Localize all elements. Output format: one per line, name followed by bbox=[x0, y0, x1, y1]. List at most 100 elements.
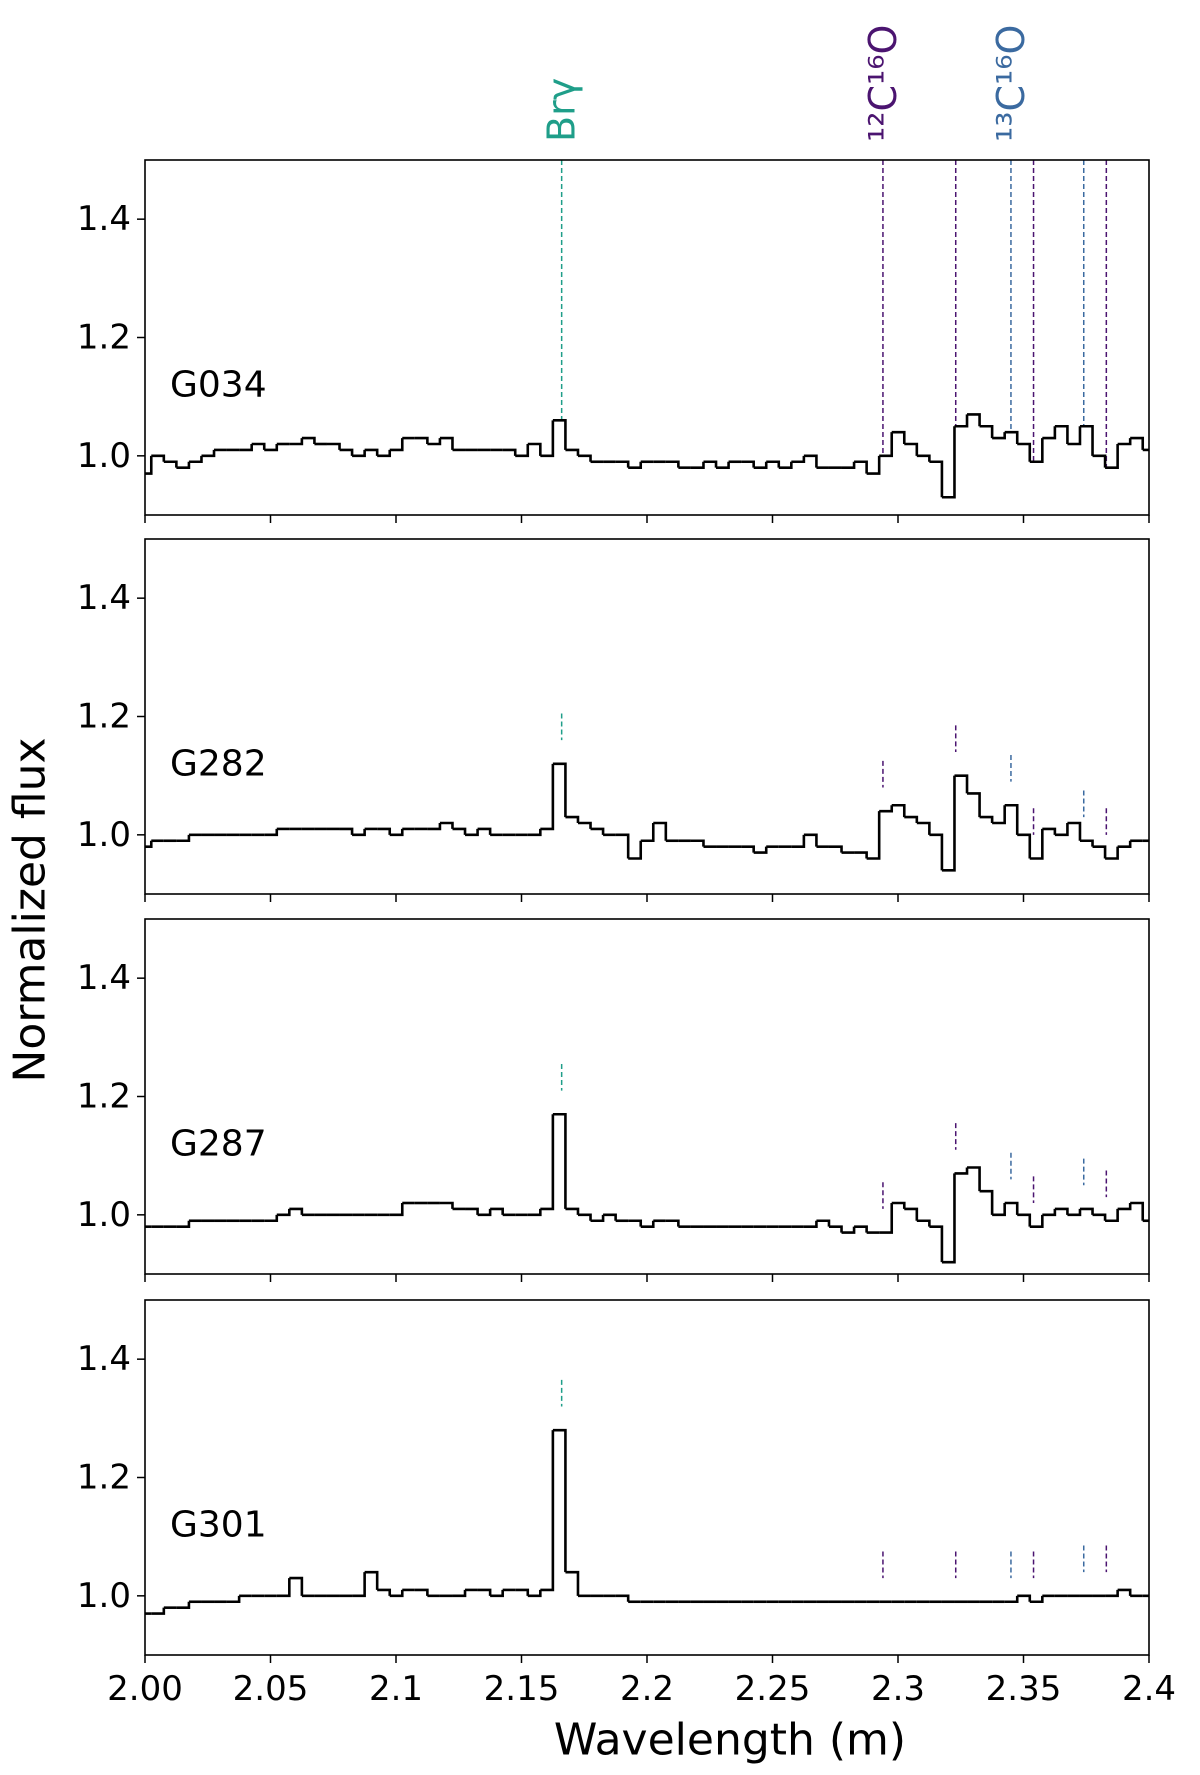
spectrum-step bbox=[477, 1208, 492, 1217]
spectrum-step bbox=[377, 827, 392, 835]
spectrum-step bbox=[1117, 840, 1132, 848]
spectrum-step bbox=[527, 442, 542, 456]
spectrum-step bbox=[590, 1214, 605, 1223]
spectrum-step bbox=[954, 1167, 969, 1175]
spectrum-step bbox=[628, 461, 643, 469]
spectrum-step bbox=[1054, 823, 1069, 837]
line-label: ¹³C¹⁶O bbox=[989, 25, 1033, 142]
spectrum-step bbox=[841, 461, 856, 469]
x-tick-label: 2.35 bbox=[986, 1669, 1062, 1709]
spectrum-step bbox=[690, 839, 705, 847]
spectrum-step bbox=[339, 448, 354, 456]
spectrum-step bbox=[301, 436, 316, 444]
spectrum-step bbox=[540, 420, 555, 458]
spectrum-step bbox=[916, 1219, 931, 1227]
spectrum-step bbox=[540, 1114, 555, 1211]
spectrum-step bbox=[1017, 1594, 1032, 1602]
spectrum-step bbox=[364, 1570, 379, 1590]
spectrum-step bbox=[1054, 1207, 1069, 1215]
x-tick-label: 2.3 bbox=[871, 1669, 925, 1709]
spectrum-step bbox=[866, 811, 881, 860]
spectrum-step bbox=[577, 454, 592, 462]
panel-frame bbox=[144, 918, 1150, 1275]
spectrum-step bbox=[716, 461, 730, 469]
spectrum-step bbox=[389, 1589, 404, 1598]
spectrum-step bbox=[590, 827, 605, 835]
spectrum-step bbox=[1042, 426, 1057, 440]
y-axis-label: Normalized flux bbox=[5, 737, 56, 1082]
y-tick-label: 1.4 bbox=[77, 958, 131, 998]
spectrum-step bbox=[326, 442, 341, 450]
spectrum-step bbox=[967, 1166, 981, 1192]
spectrum-step bbox=[854, 1225, 868, 1233]
spectrum-step bbox=[188, 455, 203, 464]
spectrum-step bbox=[1067, 426, 1082, 446]
spectrum-step bbox=[703, 460, 718, 468]
spectrum-step bbox=[389, 438, 404, 452]
spectrum-step bbox=[1004, 430, 1019, 444]
spectrum-step bbox=[176, 1220, 191, 1228]
spectrum-step bbox=[1042, 1208, 1057, 1217]
x-tick-label: 2.4 bbox=[1122, 1669, 1176, 1709]
spectrum-step bbox=[941, 426, 956, 499]
spectrum-step bbox=[145, 840, 153, 848]
spectrum-step bbox=[690, 461, 705, 469]
spectrum-step bbox=[640, 823, 655, 843]
spectrum-step bbox=[565, 1207, 580, 1215]
spectrum-step bbox=[289, 1207, 304, 1215]
spectrum-step bbox=[552, 1428, 567, 1573]
spectrum-step bbox=[979, 424, 994, 439]
spectrum-step bbox=[1092, 845, 1107, 859]
spectrum-step bbox=[239, 444, 253, 452]
spectrum-step bbox=[465, 1207, 479, 1215]
spectrum-step bbox=[916, 821, 931, 835]
spectrum-step bbox=[828, 845, 843, 853]
y-tick-label: 1.0 bbox=[77, 1576, 131, 1616]
spectrum-step bbox=[1029, 828, 1044, 860]
spectrum-step bbox=[904, 1207, 919, 1221]
spectrum-step bbox=[1067, 1208, 1082, 1217]
spectrum-step bbox=[891, 430, 906, 444]
x-tick-label: 2.15 bbox=[484, 1669, 560, 1709]
spectrum-step bbox=[264, 828, 279, 837]
spectrum-step bbox=[1105, 1208, 1119, 1223]
y-tick-label: 1.2 bbox=[77, 1458, 131, 1498]
spectrum-step bbox=[741, 460, 755, 468]
spectrum-step bbox=[527, 1208, 542, 1217]
spectrum-step bbox=[1130, 1201, 1145, 1221]
spectrum-step bbox=[916, 454, 931, 462]
spectrum-step bbox=[866, 455, 881, 475]
spectrum-step bbox=[941, 1173, 956, 1264]
spectrum-step bbox=[603, 1213, 617, 1221]
spectrum-step bbox=[490, 1589, 504, 1598]
spectrum-step bbox=[929, 460, 944, 498]
spectrum-step bbox=[352, 828, 366, 837]
spectrum-step bbox=[377, 1588, 392, 1596]
spectrum-step bbox=[452, 827, 467, 835]
spectrum-step bbox=[929, 833, 944, 871]
spectrum-step bbox=[879, 1203, 894, 1234]
y-tick-label: 1.2 bbox=[77, 318, 131, 358]
spectrum-step bbox=[352, 1572, 366, 1598]
spectrum-step bbox=[615, 460, 630, 468]
spectrum-step bbox=[1029, 438, 1044, 464]
panel-label: G287 bbox=[170, 1123, 267, 1164]
spectrum-step bbox=[414, 436, 429, 444]
spectrum-step bbox=[653, 821, 668, 841]
spectrum-step bbox=[1079, 424, 1094, 456]
spectrum-step bbox=[163, 460, 178, 468]
spectrum-step bbox=[1105, 1589, 1119, 1598]
spectrum-step bbox=[427, 438, 442, 446]
spectrum-step bbox=[439, 1201, 454, 1209]
spectrum-step bbox=[502, 448, 517, 456]
spectrum-step bbox=[364, 448, 379, 456]
spectrum-step bbox=[1017, 833, 1032, 859]
spectrum-step bbox=[251, 442, 266, 450]
spectrum-step bbox=[477, 1588, 492, 1596]
spectrum-step bbox=[276, 1578, 291, 1598]
spectrum-step bbox=[226, 1595, 241, 1604]
spectrum-step bbox=[577, 821, 592, 829]
spectrum-step bbox=[427, 823, 442, 831]
spectrum-step bbox=[1079, 1207, 1094, 1215]
